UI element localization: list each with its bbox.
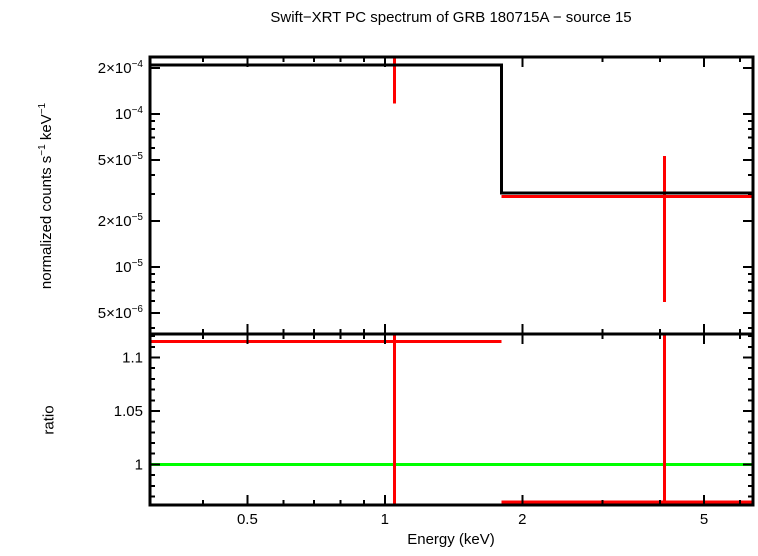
y-tick-exponent: −5 [132, 258, 144, 269]
ratio-frame [148, 332, 755, 507]
y-tick-label: 2×10−4 [98, 59, 144, 77]
x-tick-label: 1 [381, 511, 389, 528]
model-step-line [150, 63, 753, 195]
x-axis-label: Energy (keV) [407, 531, 495, 548]
x-tick-label: 0.5 [237, 511, 258, 528]
spectrum-panel: 2×10−4 10−4 5×10−5 2×10−5 10−5 5×10−6 [98, 55, 755, 336]
y-tick-label: 2×10−5 [98, 212, 144, 230]
y-tick-exponent: −6 [132, 304, 144, 315]
y-tick-label: 1 [135, 456, 143, 473]
x-tick-label: 2 [518, 511, 526, 528]
x-tick-label: 5 [700, 511, 708, 528]
y-tick-label: 5×10−5 [98, 151, 144, 169]
ratio-panel: 0.5 1 2 5 1.1 1.05 1 [114, 332, 755, 528]
y-tick-label: 5×10−6 [98, 304, 144, 322]
y-tick-label: 10−4 [115, 105, 144, 123]
y-tick-exponent: −5 [132, 212, 144, 223]
y-tick-label: 1.1 [122, 350, 143, 367]
y-tick-exponent: −4 [132, 105, 144, 116]
chart-title: Swift−XRT PC spectrum of GRB 180715A − s… [270, 9, 632, 26]
y-tick-exponent: −5 [132, 151, 144, 162]
y-tick-label: 1.05 [114, 403, 143, 420]
y-tick-label: 10−5 [115, 258, 144, 276]
y-tick-exponent: −4 [132, 59, 144, 70]
